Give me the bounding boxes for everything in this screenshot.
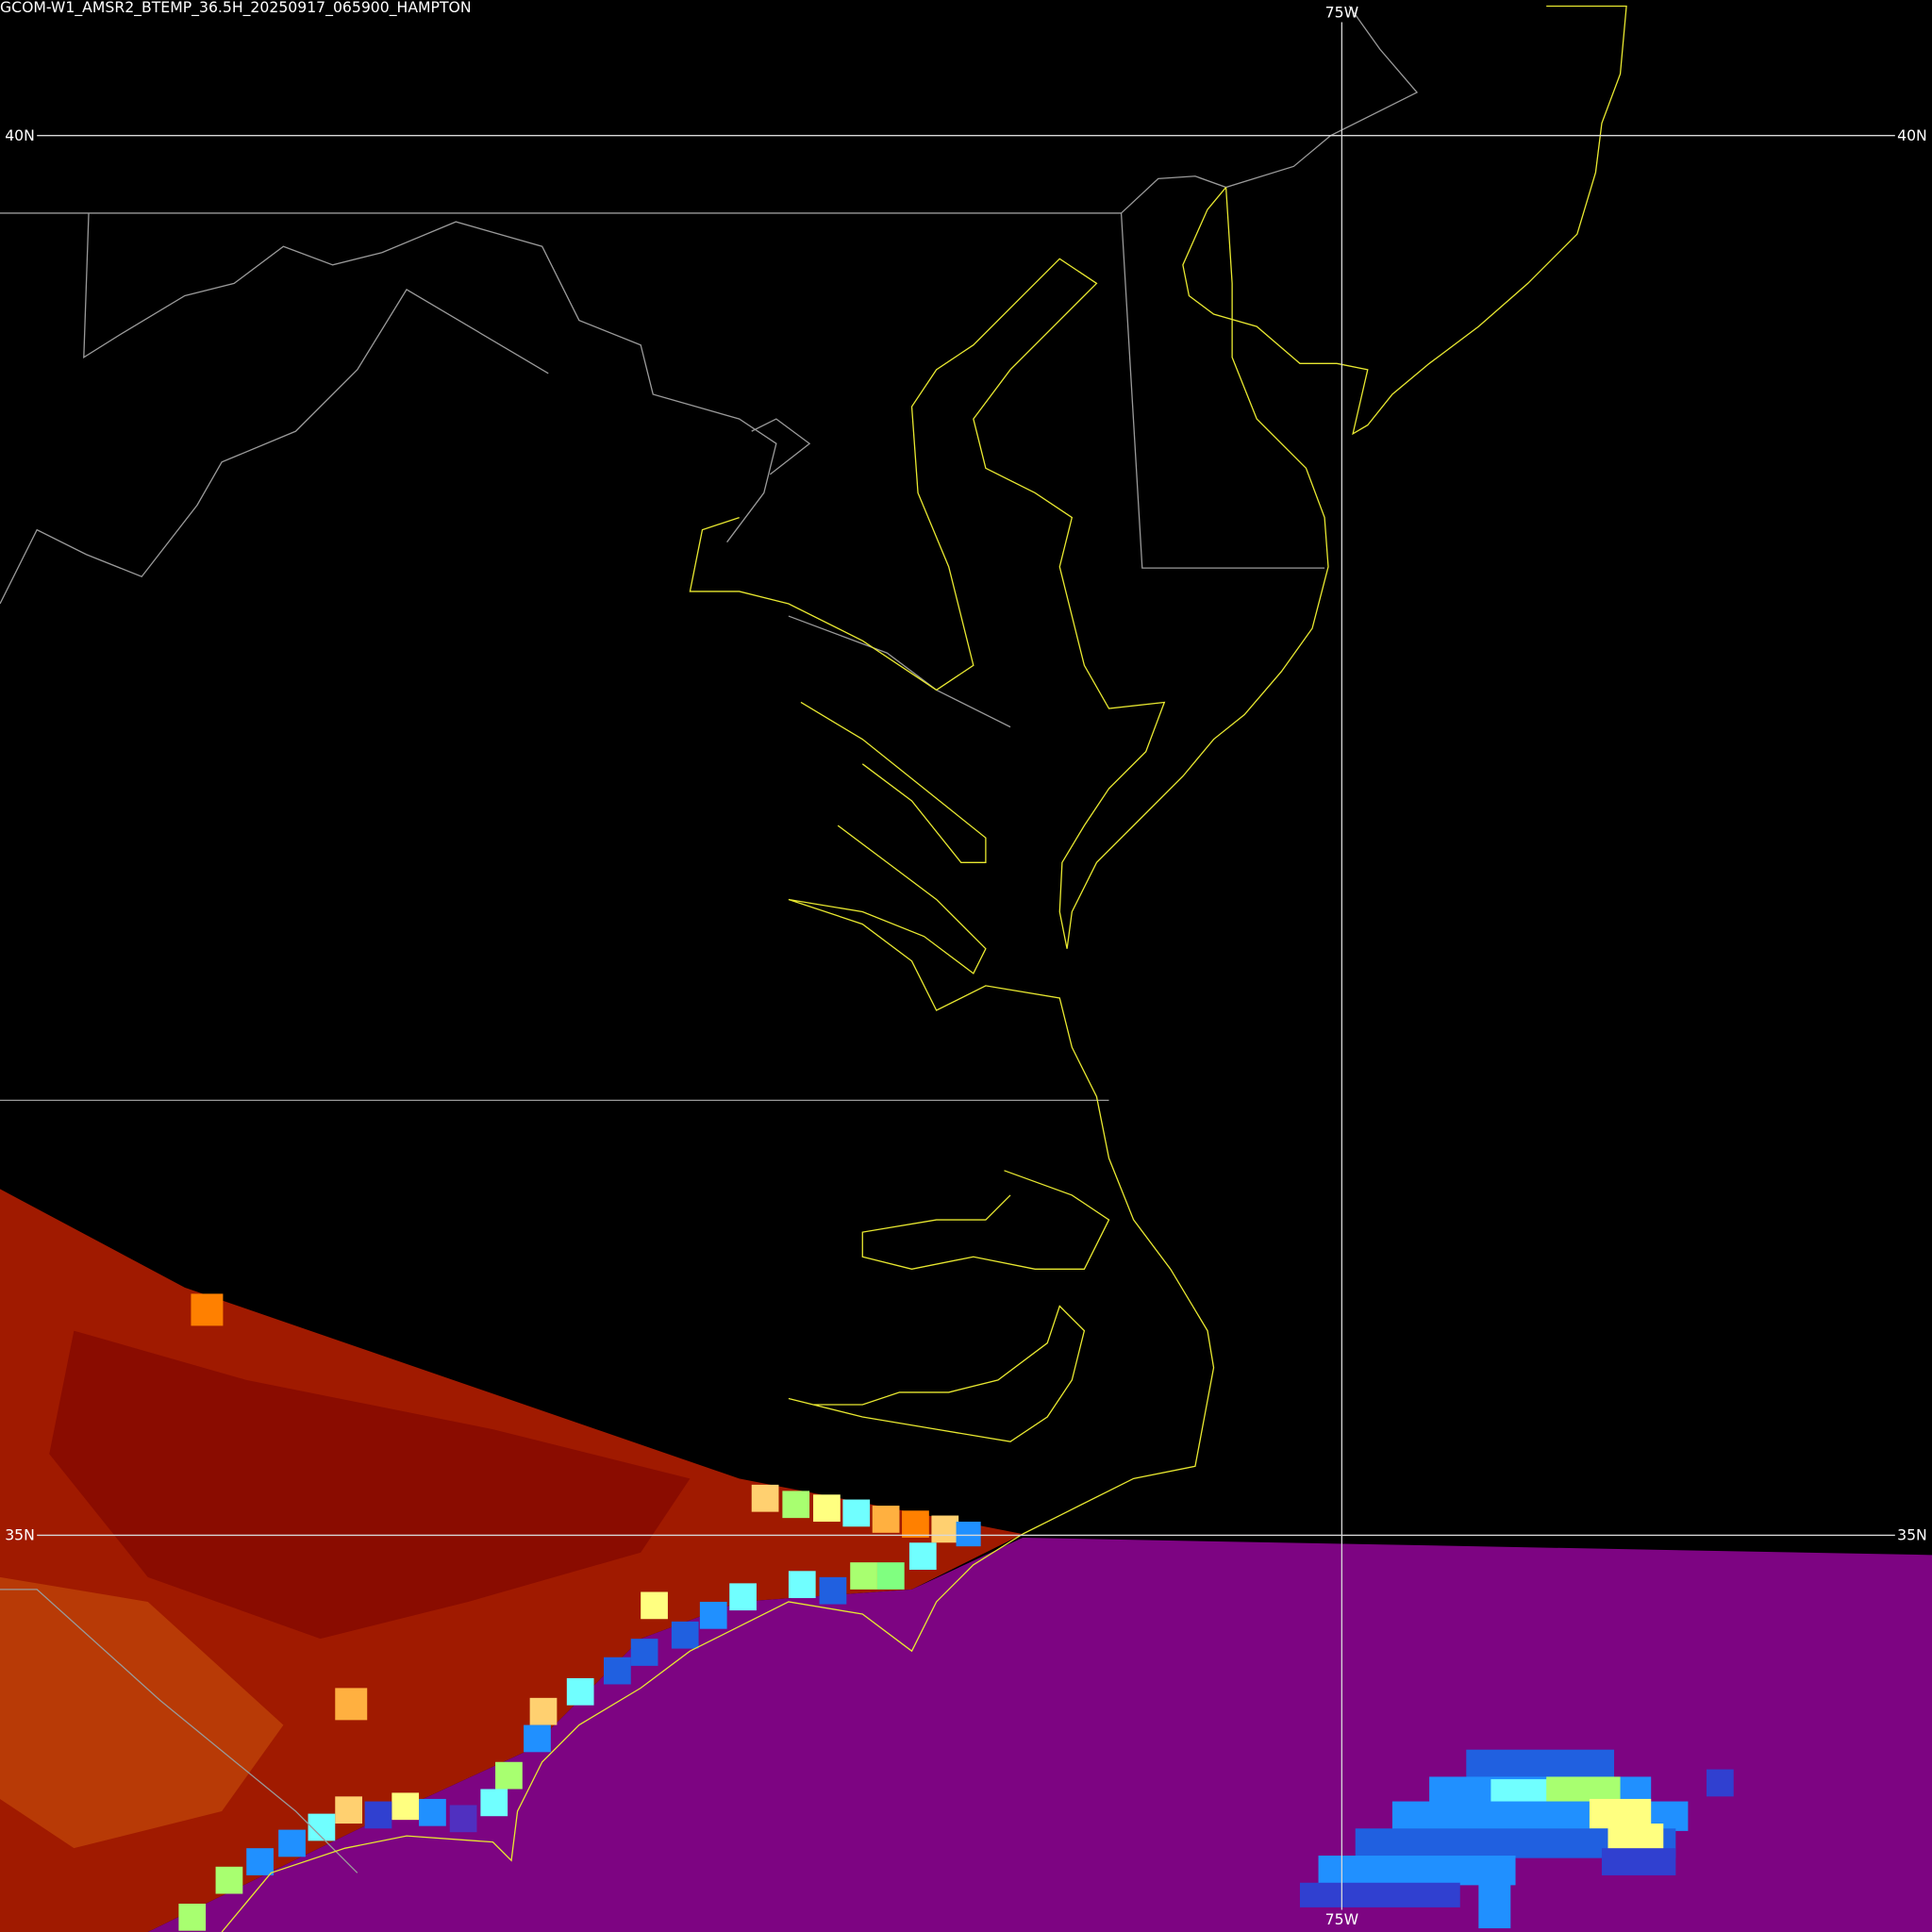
- data-cell: [1478, 1878, 1511, 1929]
- data-cell: [842, 1499, 871, 1527]
- data-cell: [604, 1657, 631, 1685]
- data-cell: [178, 1903, 207, 1931]
- data-cell: [480, 1789, 508, 1817]
- data-cell: [495, 1761, 523, 1790]
- coast: [221, 1533, 1024, 1932]
- data-cell: [1466, 1749, 1615, 1780]
- state-border: [0, 212, 1325, 569]
- coast: [861, 1170, 1110, 1270]
- storm-cells: [1299, 1749, 1734, 1929]
- data-cell: [902, 1510, 929, 1539]
- data-cell: [1706, 1769, 1734, 1797]
- swath-land-light: [0, 1576, 284, 1849]
- data-cell: [278, 1829, 306, 1857]
- state-border: [83, 212, 777, 543]
- data-cell: [872, 1506, 900, 1533]
- latitude-label: 40N: [1897, 126, 1927, 144]
- data-cell: [850, 1562, 877, 1590]
- data-cell: [529, 1697, 558, 1725]
- image-title: GCOM-W1_AMSR2_BTEMP_36.5H_20250917_06590…: [0, 0, 472, 17]
- state-border: [788, 615, 1011, 728]
- data-cell: [1607, 1824, 1664, 1851]
- data-cell: [819, 1576, 847, 1605]
- state-border: [0, 1589, 358, 1874]
- state-border: [751, 418, 811, 475]
- data-cell: [876, 1562, 905, 1590]
- data-cell: [335, 1796, 362, 1824]
- data-cell: [566, 1677, 594, 1706]
- data-cell: [729, 1583, 757, 1611]
- data-cell: [751, 1484, 779, 1512]
- data-cell: [813, 1494, 841, 1523]
- coast: [800, 701, 987, 863]
- data-cell: [1299, 1882, 1460, 1907]
- data-cell: [449, 1805, 477, 1833]
- data-cell: [641, 1591, 668, 1620]
- data-cell: [191, 1293, 224, 1326]
- coast: [1182, 5, 1627, 436]
- swath: [0, 1189, 1932, 1932]
- coast: [788, 1305, 1086, 1442]
- data-cell: [1601, 1848, 1676, 1875]
- data-cell: [246, 1848, 274, 1875]
- data-cell: [524, 1724, 551, 1753]
- data-cell: [391, 1792, 420, 1821]
- longitude-label: 75W: [1325, 3, 1358, 21]
- latitude-label: 40N: [5, 126, 35, 144]
- data-cell: [782, 1491, 810, 1519]
- data-cell: [335, 1688, 368, 1721]
- graticule: 40N 40N 35N 35N 75W 75W: [5, 3, 1927, 1928]
- data-cell: [699, 1601, 727, 1629]
- latitude-label: 35N: [5, 1526, 35, 1544]
- data-cell: [931, 1515, 959, 1543]
- state-border: [1121, 6, 1419, 214]
- data-cell: [908, 1542, 937, 1570]
- data-cell: [956, 1522, 981, 1547]
- coastal-cells: [178, 1293, 981, 1931]
- coast: [788, 824, 1215, 1535]
- data-cell: [630, 1639, 658, 1666]
- data-cell: [215, 1866, 243, 1894]
- data-cell: [364, 1801, 392, 1829]
- data-cell: [788, 1571, 816, 1599]
- state-border: [0, 289, 549, 605]
- swath-land-dark: [49, 1330, 691, 1640]
- coastline: [221, 5, 1627, 1932]
- coast: [689, 187, 1329, 949]
- longitude-label: 75W: [1325, 1910, 1358, 1928]
- latitude-label: 35N: [1897, 1526, 1927, 1544]
- data-cell: [419, 1798, 446, 1826]
- borders: [0, 6, 1419, 1874]
- data-cell: [671, 1621, 699, 1649]
